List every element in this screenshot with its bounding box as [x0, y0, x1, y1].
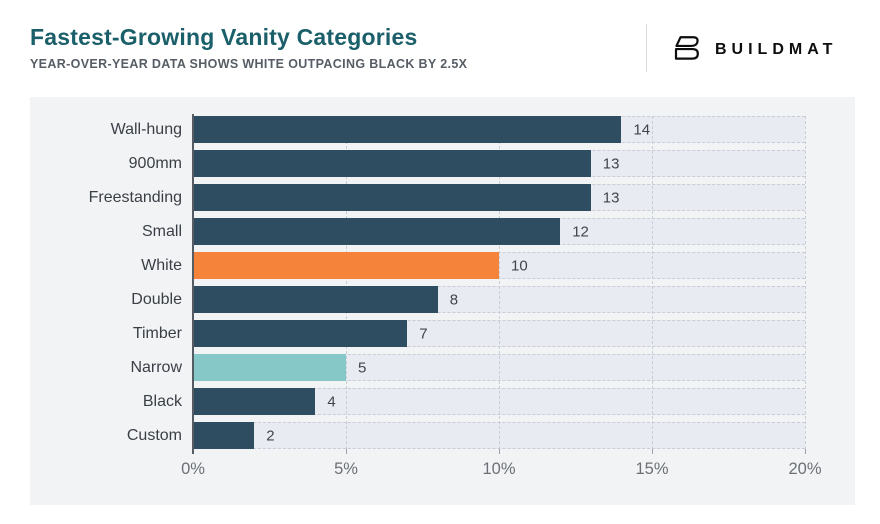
x-tick-label: 0% [181, 460, 205, 478]
bar-black [193, 388, 316, 415]
value-label: 12 [572, 223, 589, 240]
row-band: 13 [193, 150, 805, 177]
value-label: 10 [511, 257, 528, 274]
category-label: Freestanding [88, 189, 182, 206]
bar-double [193, 286, 438, 313]
category-label: Timber [132, 325, 182, 342]
bar-timber [193, 320, 408, 347]
chart-panel: Wall-hung 14 900mm 13 Freestanding 13 Small 12 W… [30, 97, 855, 505]
y-axis-line [192, 114, 194, 454]
x-tick-label: 5% [334, 460, 358, 478]
axis-tick [652, 449, 653, 454]
value-label: 2 [266, 427, 275, 444]
page-subtitle: YEAR-OVER-YEAR DATA SHOWS WHITE OUTPACIN… [30, 57, 468, 71]
bar-white [193, 252, 499, 279]
buildmat-logo-icon [666, 30, 706, 70]
axis-tick [346, 449, 347, 454]
x-tick-label: 10% [482, 460, 516, 478]
x-tick-label: 15% [635, 460, 669, 478]
category-label: Custom [126, 427, 182, 444]
bar-freestanding [193, 184, 591, 211]
category-label: 900mm [128, 155, 182, 172]
row-band: 7 [193, 320, 805, 347]
category-label: Wall-hung [110, 121, 182, 138]
chart-row: Freestanding 13 [30, 184, 805, 211]
chart-row: Timber 7 [30, 320, 805, 347]
chart-row: Narrow 5 [30, 354, 805, 381]
value-label: 13 [602, 189, 620, 206]
chart-row: Double 8 [30, 286, 805, 313]
category-label: Small [141, 223, 182, 240]
bar-small [193, 218, 561, 245]
row-band: 2 [193, 422, 805, 449]
category-label: Double [131, 291, 182, 308]
row-band: 4 [193, 388, 805, 415]
gridline [805, 116, 806, 449]
chart-row: Small 12 [30, 218, 805, 245]
x-axis: 0% 5% 10% 15% 20% [181, 460, 821, 482]
category-label: White [141, 257, 182, 274]
value-label: 7 [419, 325, 428, 342]
chart-row: White 10 [30, 252, 805, 279]
row-band: 8 [193, 286, 805, 313]
row-band: 13 [193, 184, 805, 211]
value-label: 5 [358, 359, 367, 376]
brand-logo: BUILDMAT [666, 28, 837, 72]
axis-tick [805, 449, 806, 454]
header-divider [646, 24, 647, 72]
bar-custom [193, 422, 255, 449]
row-band: 5 [193, 354, 805, 381]
brand-name: BUILDMAT [715, 41, 838, 58]
value-label: 14 [633, 121, 651, 138]
category-label: Black [142, 393, 182, 410]
row-band: 10 [193, 252, 805, 279]
chart-row: Black 4 [30, 388, 805, 415]
axis-tick [499, 449, 500, 454]
category-label: Narrow [130, 359, 182, 376]
row-band: 12 [193, 218, 805, 245]
chart-row: 900mm 13 [30, 150, 805, 177]
value-label: 13 [602, 155, 620, 172]
row-band: 14 [193, 116, 805, 143]
bar-narrow [193, 354, 346, 381]
x-tick-label: 20% [788, 460, 822, 478]
value-label: 8 [449, 291, 459, 308]
value-label: 4 [327, 393, 336, 410]
page-title: Fastest-Growing Vanity Categories [30, 24, 418, 50]
chart-rows: Wall-hung 14 900mm 13 Freestanding 13 Small 12 W… [30, 116, 805, 449]
bar-900mm [193, 150, 591, 177]
chart-row: Wall-hung 14 [30, 116, 805, 143]
chart-row: Custom 2 [30, 422, 805, 449]
bar-wall-hung [193, 116, 622, 143]
